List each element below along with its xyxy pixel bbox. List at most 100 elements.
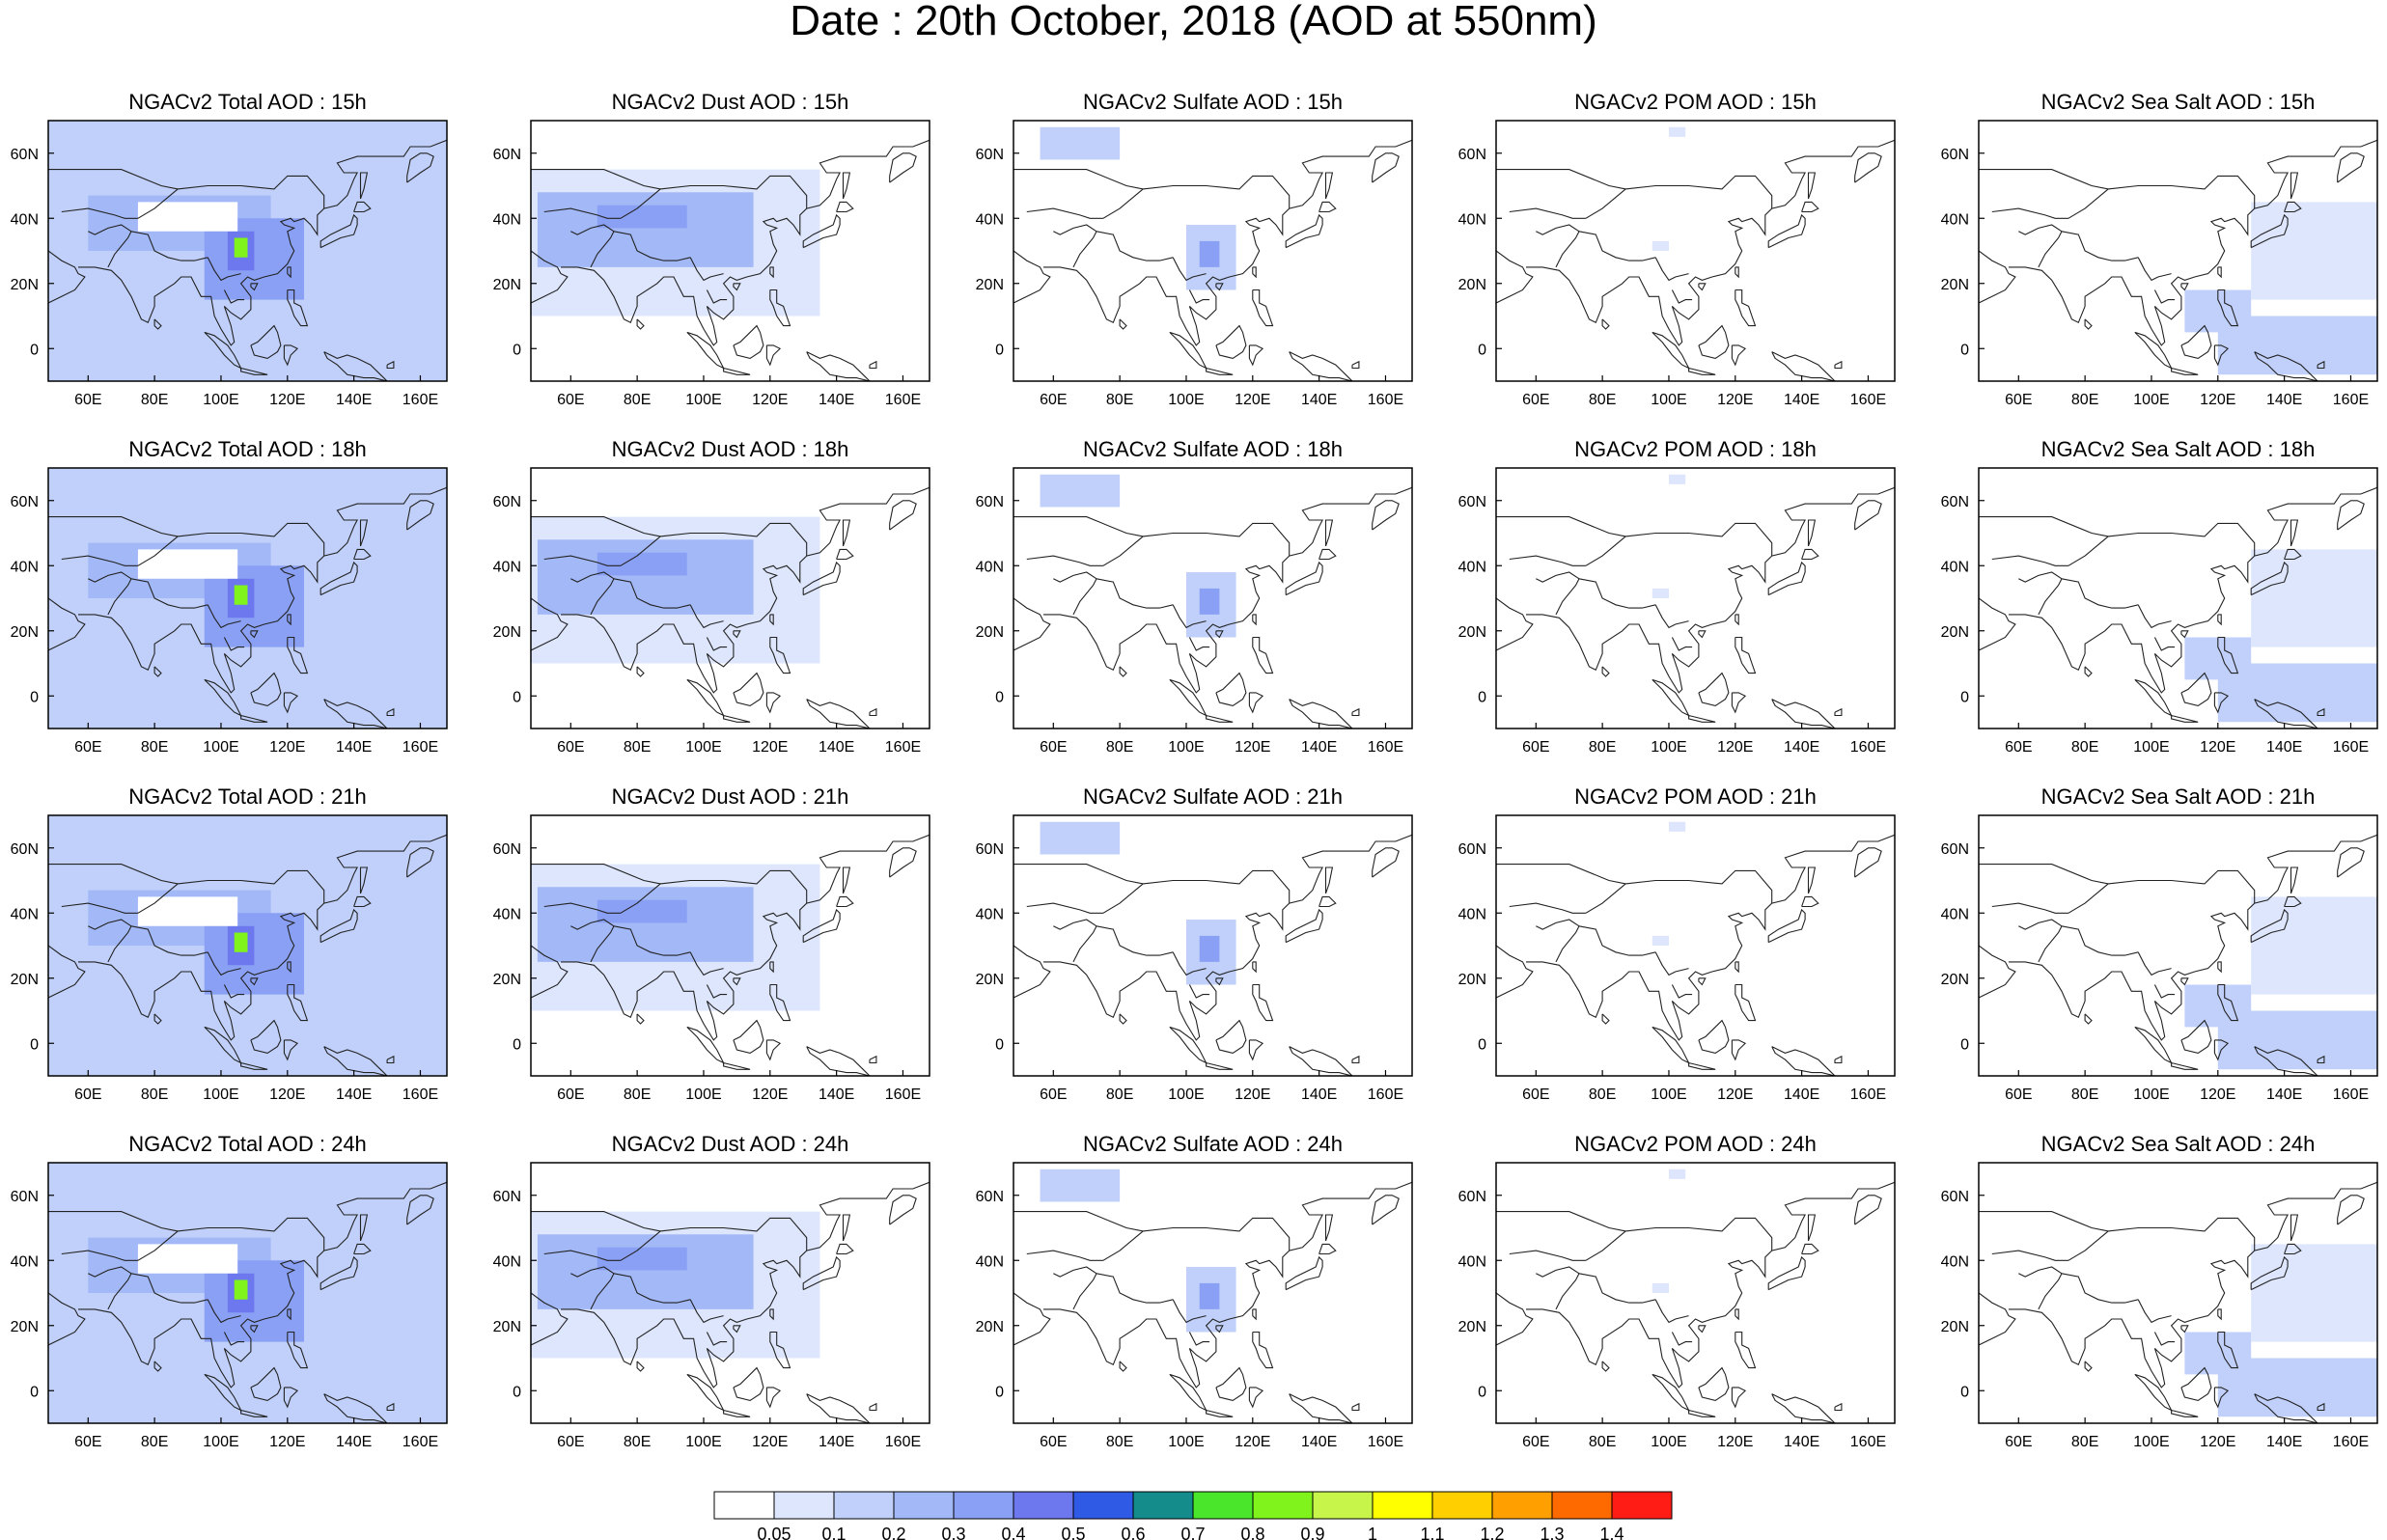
colorbar-swatch (953, 1491, 1014, 1520)
y-tick-label: 20N (11, 1319, 39, 1335)
y-tick-label: 40N (976, 1253, 1004, 1270)
x-tick-label: 140E (819, 392, 854, 408)
coastline (287, 614, 291, 626)
aod-field (1496, 468, 1895, 729)
coastline (319, 908, 358, 944)
coastline (153, 666, 162, 677)
coastline (842, 172, 851, 200)
coastline (1698, 977, 1707, 986)
coastline (2137, 604, 2172, 629)
coastline (869, 1055, 877, 1064)
x-tick-label: 160E (1368, 739, 1403, 756)
aod-field (1979, 1163, 2377, 1423)
map-panel: NGACv2 Dust AOD : 24h 60E 80E 100E 120E 140E 1… (493, 1132, 930, 1450)
coastline (1526, 139, 1895, 346)
aod-region (1199, 240, 1220, 267)
colorbar-swatch (1372, 1491, 1433, 1520)
x-tick-label: 100E (1651, 1434, 1686, 1450)
coastline (2337, 152, 2365, 183)
coastline (1688, 1061, 1716, 1070)
y-tick-label: 40N (1941, 906, 1969, 922)
coastline (2137, 257, 2172, 282)
coastline (590, 1273, 615, 1310)
coastline (1053, 919, 1097, 930)
coastline (1509, 1250, 1586, 1261)
aod-region (1668, 126, 1686, 137)
colorbar-label: 0.05 (757, 1525, 791, 1540)
coastline (1536, 571, 1580, 583)
x-tick-label: 80E (1589, 1086, 1616, 1103)
coastline (636, 318, 645, 330)
y-tick-label: 60N (1458, 1189, 1486, 1205)
x-tick-label: 80E (624, 739, 651, 756)
coastline (1578, 925, 1656, 956)
aod-region (2251, 202, 2377, 300)
coastline (561, 1181, 930, 1389)
coastline (1771, 351, 1836, 381)
coastline (706, 289, 728, 304)
colorbar-swatch (893, 1491, 955, 1520)
coastline (1767, 908, 1806, 944)
coastline (620, 175, 808, 219)
coastline (1698, 1325, 1707, 1334)
map-panel: NGACv2 Dust AOD : 18h 60E 80E 100E 120E 140E 1… (493, 437, 930, 756)
x-tick-label: 100E (685, 392, 721, 408)
colorbar-label: 0.3 (941, 1525, 965, 1540)
y-tick-label: 60N (976, 1189, 1004, 1205)
x-tick-label: 80E (2071, 739, 2098, 756)
panel-frame (530, 814, 930, 1077)
coastline (889, 1195, 917, 1225)
coastline (590, 925, 615, 963)
ocean-background (1496, 1163, 1895, 1423)
aod-region (1199, 935, 1220, 962)
coastline (1555, 925, 1580, 963)
coastline (1654, 604, 1689, 629)
y-tick-label: 20N (493, 624, 521, 641)
coastline (2084, 1013, 2093, 1025)
coastline (250, 977, 259, 986)
coastline (1324, 1214, 1334, 1242)
colorbar-swatch (1551, 1491, 1613, 1520)
coastline (1854, 847, 1882, 878)
aod-region (597, 899, 687, 923)
coastline (250, 324, 282, 359)
coastline (806, 1393, 871, 1423)
aod-region (137, 549, 238, 579)
coastline (48, 864, 179, 885)
coastline (1252, 1331, 1274, 1369)
coastline (1285, 561, 1323, 596)
x-tick-label: 120E (1235, 392, 1270, 408)
map-panel: NGACv2 Sulfate AOD : 21h 60E 80E 100E 120E 14… (976, 784, 1413, 1103)
coastline (1188, 289, 1210, 304)
coastline (689, 604, 724, 629)
x-tick-label: 80E (1106, 1434, 1133, 1450)
coastline (1252, 636, 1274, 674)
coastline (223, 1332, 245, 1346)
coastline (869, 360, 877, 370)
x-tick-label: 160E (1850, 1086, 1886, 1103)
map-panel: NGACv2 Sea Salt AOD : 21h 60E 80E 100E 120E 1… (1941, 784, 2378, 1103)
coastline (2317, 1055, 2325, 1064)
coastline (570, 224, 615, 235)
aod-field (1496, 815, 1895, 1076)
x-tick-label: 80E (624, 1086, 651, 1103)
y-tick-label: 0 (1960, 342, 1969, 358)
x-tick-label: 140E (819, 739, 854, 756)
map-panel: NGACv2 Total AOD : 15h 60E 80E 100E 120E 140E… (11, 90, 448, 408)
coastline (543, 207, 621, 219)
coastline (207, 257, 241, 282)
coastline (1735, 1331, 1757, 1369)
coastline (613, 1273, 691, 1304)
coastline (1248, 692, 1264, 714)
coastline (1072, 578, 1097, 616)
y-tick-label: 0 (1960, 689, 1969, 705)
y-tick-label: 0 (1478, 1384, 1486, 1400)
coastline (1102, 869, 1291, 914)
coastline (1601, 1013, 1610, 1025)
coastline (2084, 1361, 2093, 1372)
coastline (1654, 1299, 1689, 1324)
y-tick-label: 40N (493, 211, 521, 228)
coastline (723, 714, 751, 723)
colorbar-swatch (1431, 1491, 1493, 1520)
x-tick-label: 60E (557, 739, 584, 756)
